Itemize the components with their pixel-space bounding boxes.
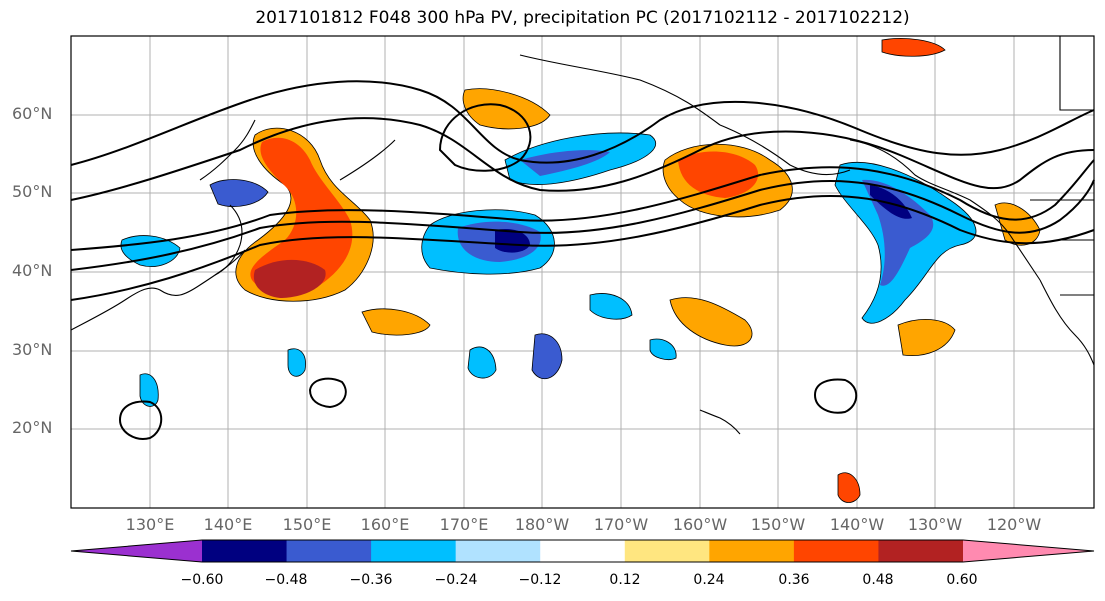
- pv-contour-line: [70, 117, 1095, 201]
- lon-label: 150°E: [282, 515, 332, 534]
- coastline: [849, 139, 1041, 281]
- lon-label: 170°W: [593, 515, 649, 534]
- colorbar-outline: [70, 539, 1095, 563]
- lat-label-50n: 50°N: [12, 182, 53, 201]
- pv-contours: [70, 80, 1095, 440]
- precip-positive-region: [250, 137, 353, 293]
- coastline: [199, 119, 256, 181]
- colorbar-swatch: [286, 540, 372, 562]
- lon-label: 150°W: [750, 515, 806, 534]
- colorbar-swatch: [709, 540, 795, 562]
- precip-negative-region: [531, 333, 563, 380]
- colorbar-swatch: [624, 540, 710, 562]
- precip-negative-region: [862, 179, 934, 286]
- precip-positive-region: [678, 151, 759, 198]
- lon-label: 170°E: [439, 515, 489, 534]
- lon-label: 130°W: [907, 515, 963, 534]
- precip-positive-region: [881, 38, 946, 57]
- precip-positive-region: [253, 259, 326, 298]
- lat-label-20n: 20°N: [12, 418, 53, 437]
- colorbar-tick: 0.24: [693, 572, 725, 588]
- colorbar-swatch: [455, 540, 541, 562]
- colorbar-tick: 0.48: [862, 572, 894, 588]
- pv-contour-line: [813, 378, 858, 414]
- plot-border: [70, 35, 1095, 509]
- lat-label-30n: 30°N: [12, 340, 53, 359]
- colorbar-swatch: [202, 540, 288, 562]
- precip-negative-region: [287, 348, 306, 377]
- lon-label: 180°W: [514, 515, 570, 534]
- lon-label: 140°E: [203, 515, 253, 534]
- colorbar-tick: −0.24: [434, 572, 478, 588]
- colorbar: [70, 539, 1095, 563]
- coastline: [339, 139, 396, 181]
- precip-positive-region: [669, 297, 753, 347]
- precip-negative-region: [209, 179, 269, 207]
- colorbar-swatch: [878, 540, 964, 562]
- pv-contour-line: [70, 80, 1095, 166]
- colorbar-tick: 0.36: [778, 572, 810, 588]
- gridlines: [71, 36, 1094, 508]
- pv-contour-line: [70, 159, 1095, 251]
- colorbar-swatch: [793, 540, 879, 562]
- colorbar-swatch: [540, 540, 626, 562]
- coastline: [699, 409, 741, 435]
- lat-label-40n: 40°N: [12, 261, 53, 280]
- map-title: 2017101812 F048 300 hPa PV, precipitatio…: [255, 8, 910, 28]
- coastline: [1039, 279, 1095, 366]
- lon-label: 140°W: [829, 515, 885, 534]
- lon-label: 160°W: [672, 515, 728, 534]
- coastline: [1059, 36, 1094, 111]
- precip-negative-region: [467, 346, 497, 379]
- colorbar-extend-low: [71, 540, 202, 562]
- lat-label-60n: 60°N: [12, 104, 53, 123]
- pv-contour-line: [308, 377, 347, 409]
- colorbar-tick: −0.36: [349, 572, 393, 588]
- coastline: [719, 124, 851, 176]
- pv-contour-line: [70, 179, 1095, 271]
- colorbar-tick: 0.60: [946, 572, 978, 588]
- colorbar-tick: −0.48: [264, 572, 308, 588]
- pv-contour-line: [438, 103, 532, 172]
- precip-positive-region: [361, 308, 431, 336]
- colorbar-swatch: [371, 540, 457, 562]
- precip-negative-region: [589, 293, 633, 320]
- lon-label: 160°E: [360, 515, 410, 534]
- coastline: [519, 54, 721, 126]
- pv-contour-line: [70, 194, 1095, 301]
- coastlines: [70, 36, 1095, 435]
- colorbar-extend-high: [963, 540, 1094, 562]
- lon-label: 120°W: [986, 515, 1042, 534]
- precip-positive-region: [837, 472, 861, 503]
- lon-label: 130°E: [125, 515, 175, 534]
- colorbar-tick: −0.60: [180, 572, 224, 588]
- precip-positive-region: [897, 319, 956, 356]
- precip-negative-region: [495, 228, 530, 253]
- pv-contour-line: [118, 400, 163, 440]
- precip-negative-region: [870, 185, 912, 219]
- colorbar-tick: 0.12: [609, 572, 641, 588]
- precip-negative-region: [649, 338, 677, 360]
- coastline: [214, 204, 243, 276]
- colorbar-tick: −0.12: [518, 572, 562, 588]
